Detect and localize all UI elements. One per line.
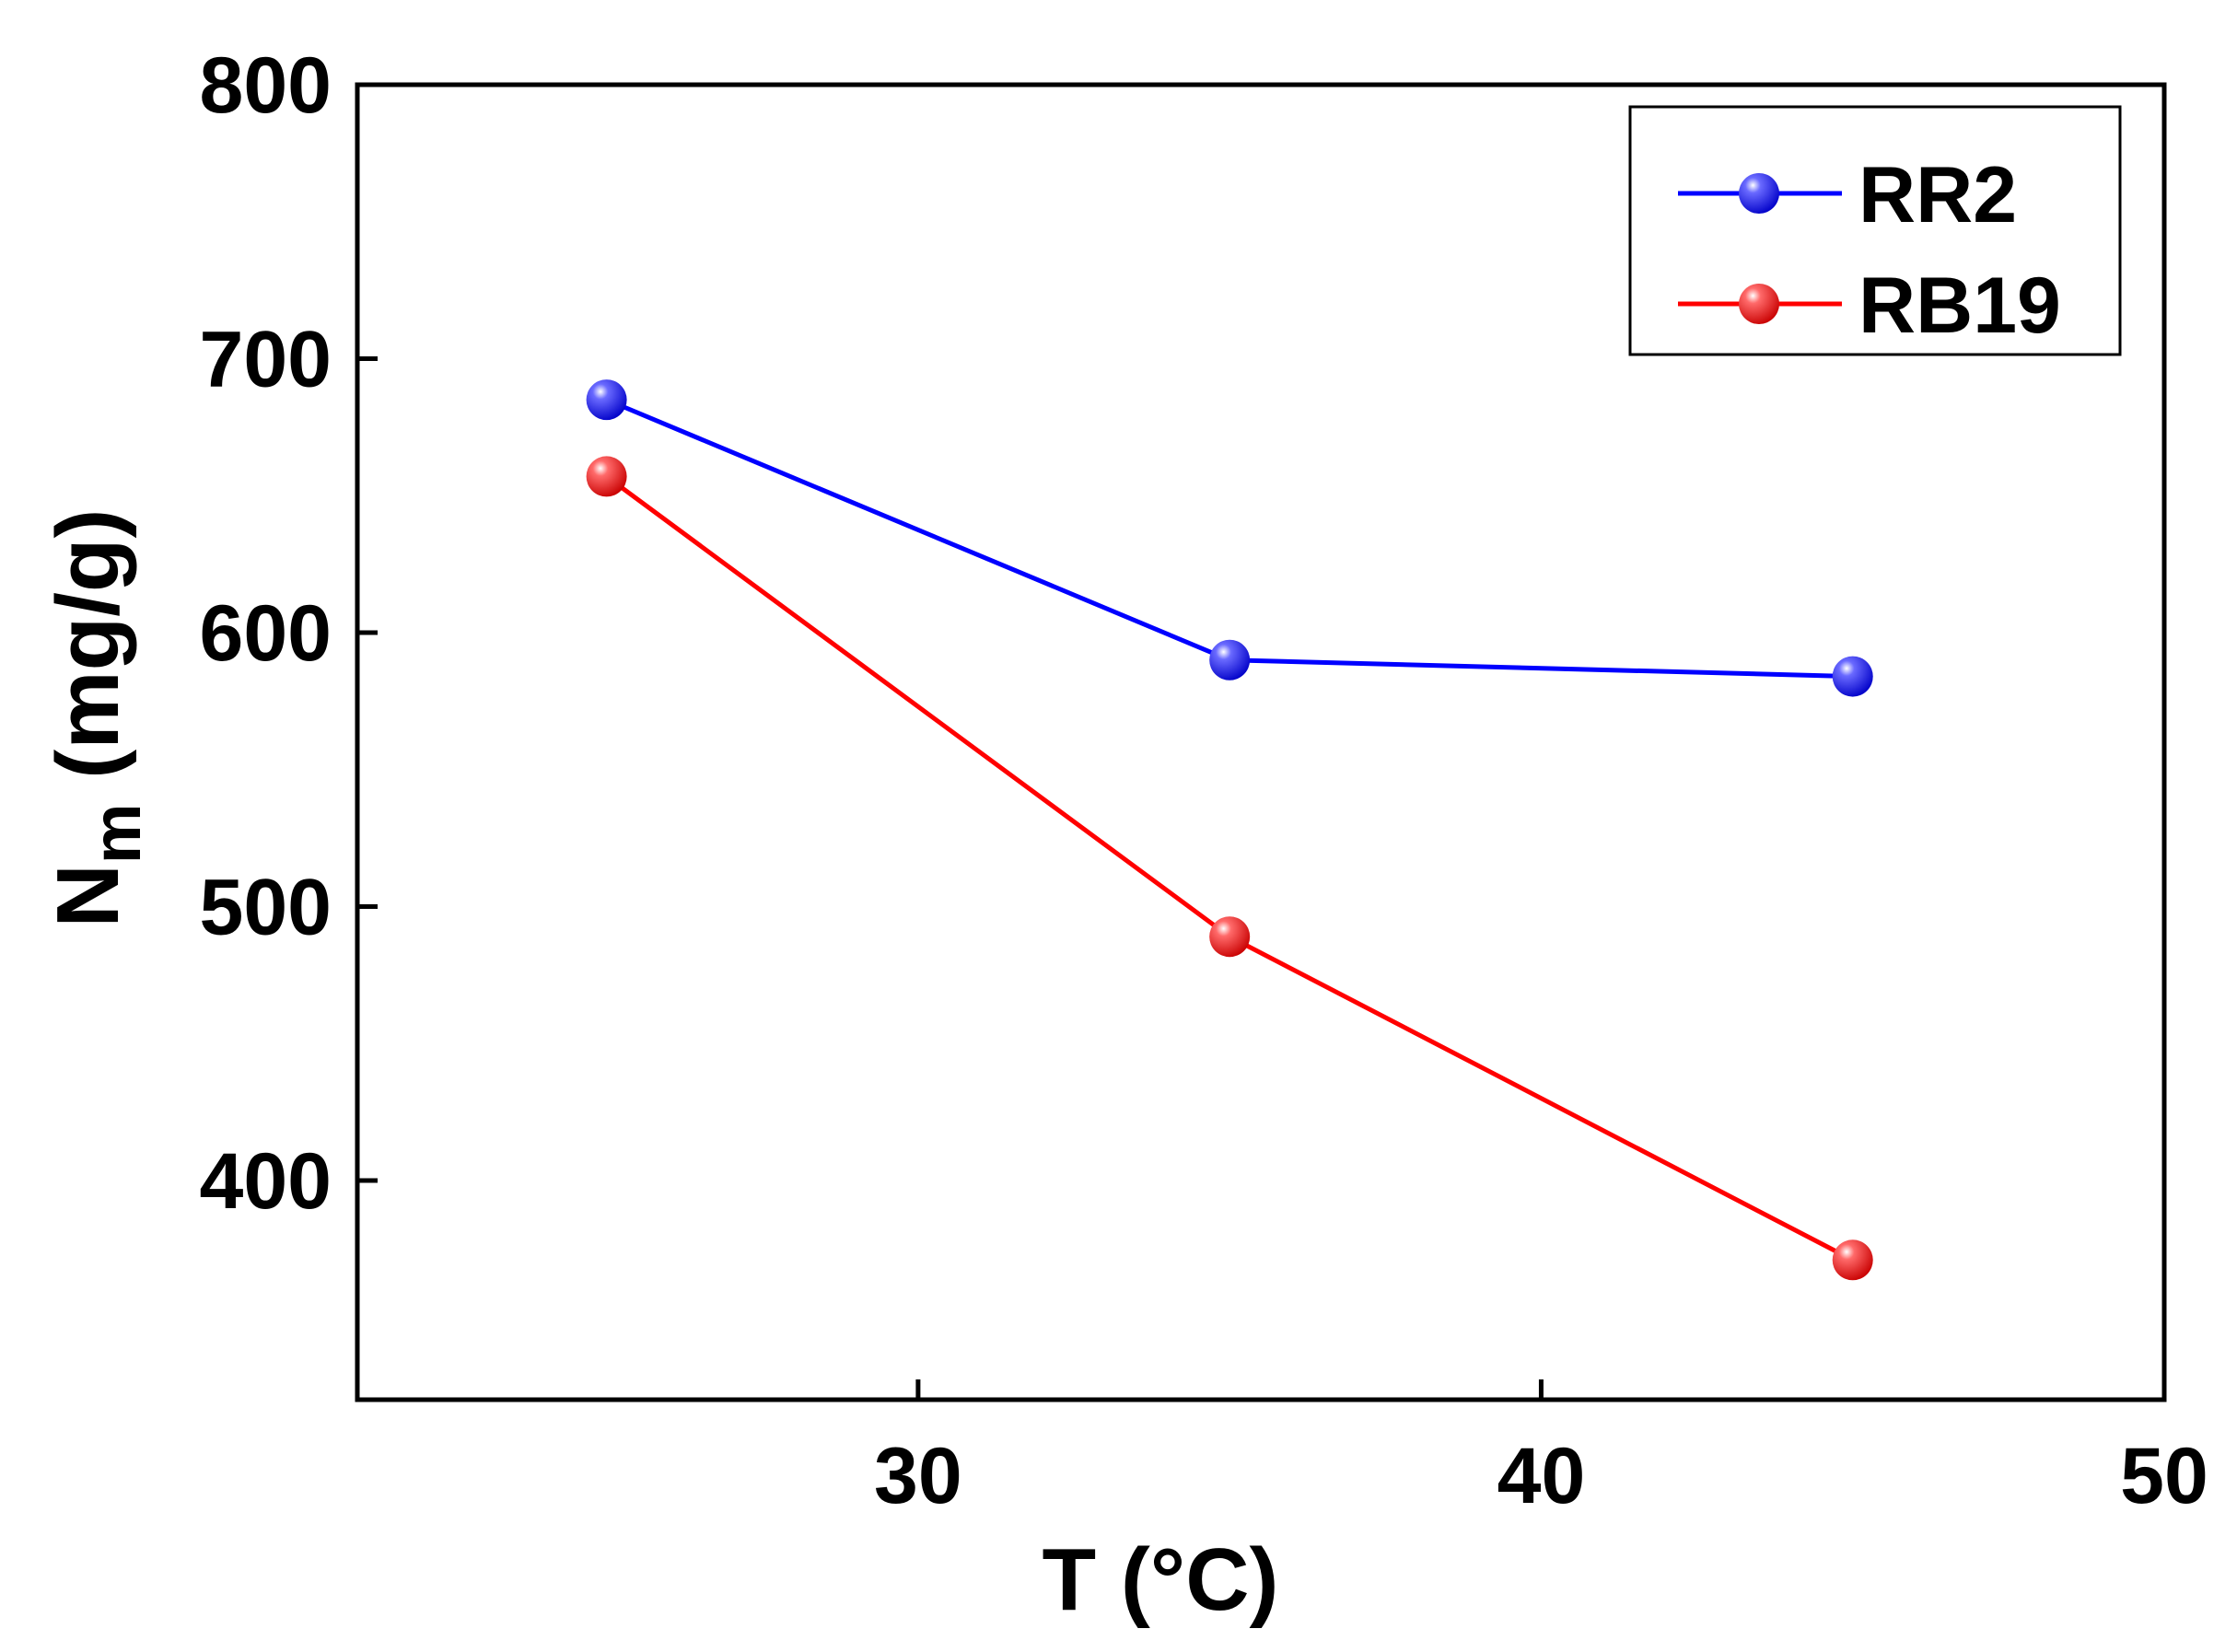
y-tick-label-500: 500 <box>200 864 332 952</box>
legend-marker-rb19 <box>1739 284 1779 324</box>
data-point-rb19-35 <box>1209 916 1251 958</box>
data-point-rr2-25 <box>586 379 627 421</box>
legend-box <box>1628 105 2122 356</box>
y-tick-label-600: 600 <box>200 589 332 678</box>
y-axis-title: Nm (mg/g) <box>39 508 155 927</box>
data-point-rr2-35 <box>1209 639 1251 681</box>
y-axis-title-main: N <box>39 864 137 927</box>
data-point-rr2-45 <box>1832 656 1873 697</box>
y-axis-title-subscript: m <box>78 803 155 864</box>
series-layer <box>586 379 1873 1281</box>
x-axis-title: T (°C) <box>1043 1530 1279 1629</box>
x-tick-label-40: 40 <box>1497 1432 1586 1520</box>
legend-label-rb19: RB19 <box>1858 262 2061 350</box>
x-axis-ticks: 30 40 50 <box>874 1379 2208 1520</box>
data-point-rb19-25 <box>586 456 627 497</box>
legend: RR2 RB19 <box>1628 105 2122 356</box>
legend-marker-rr2 <box>1739 173 1779 214</box>
data-point-rb19-45 <box>1832 1239 1873 1281</box>
series-line-rr2 <box>605 397 1853 680</box>
x-tick-label-30: 30 <box>874 1432 962 1520</box>
x-tick-label-50: 50 <box>2120 1432 2208 1520</box>
y-tick-label-400: 400 <box>200 1137 332 1226</box>
y-axis-ticks: 400 500 600 700 800 <box>200 41 378 1226</box>
y-tick-label-800: 800 <box>200 41 332 130</box>
plot-frame <box>355 82 2167 1402</box>
legend-label-rr2: RR2 <box>1858 151 2017 239</box>
y-axis-title-unit: (mg/g) <box>39 508 137 803</box>
series-line-rb19 <box>605 474 1854 1262</box>
y-tick-label-700: 700 <box>200 316 332 404</box>
